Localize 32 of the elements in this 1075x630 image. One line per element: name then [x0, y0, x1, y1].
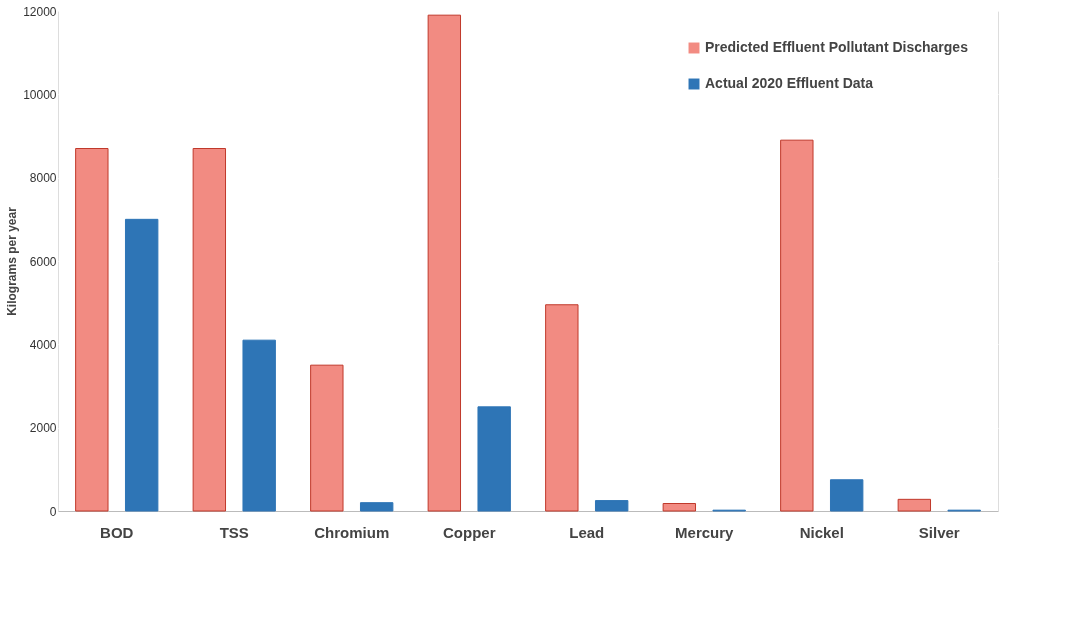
- y-tick-label: 12000: [23, 4, 57, 19]
- y-tick-label: 8000: [29, 171, 57, 186]
- x-tick-label: Lead: [569, 523, 605, 541]
- bar: [829, 479, 864, 512]
- bar: [427, 14, 462, 512]
- x-tick-label: Silver: [918, 523, 960, 541]
- y-tick-label: 0: [49, 504, 57, 519]
- bar: [780, 139, 814, 512]
- x-tick-label: Nickel: [799, 523, 844, 541]
- x-tick-label: TSS: [219, 523, 249, 541]
- bar: [545, 304, 579, 512]
- x-tick-label: Mercury: [675, 523, 735, 541]
- bar: [662, 503, 697, 512]
- bar: [594, 500, 629, 512]
- legend-label: Actual 2020 Effluent Data: [705, 75, 874, 91]
- bar: [242, 339, 276, 512]
- x-tick-label: BOD: [100, 523, 134, 541]
- bar: [310, 364, 344, 512]
- legend-label: Predicted Effluent Pollutant Discharges: [705, 39, 969, 55]
- bar: [359, 502, 394, 512]
- bar: [192, 148, 227, 512]
- y-tick-label: 10000: [23, 87, 57, 102]
- bar: [75, 148, 109, 512]
- x-tick-label: Copper: [443, 523, 496, 541]
- bar: [124, 218, 159, 512]
- y-axis-title: Kilograms per year: [5, 206, 20, 316]
- x-tick-label: Chromium: [314, 523, 390, 541]
- y-tick-label: 2000: [29, 421, 57, 436]
- y-tick-label: 6000: [29, 254, 57, 269]
- bar: [897, 498, 932, 512]
- y-tick-label: 4000: [29, 337, 57, 352]
- bar: [477, 406, 511, 512]
